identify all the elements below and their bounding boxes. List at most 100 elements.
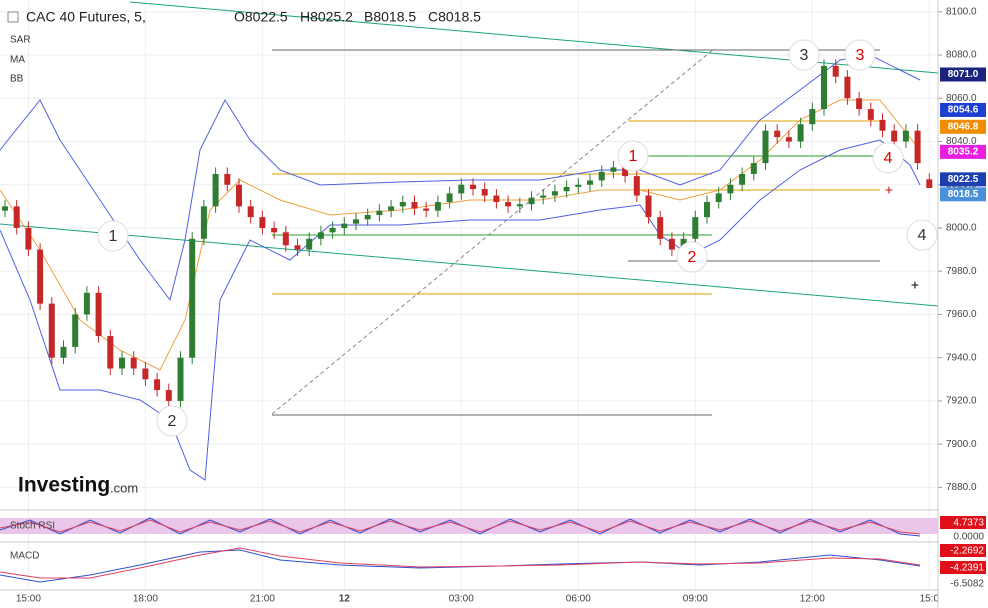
candle-body (762, 130, 769, 164)
wave-circle (156, 405, 188, 437)
panel-value: -2.2692 (950, 546, 984, 557)
candle-body (83, 292, 90, 315)
candle-body (294, 245, 301, 250)
candle-body (914, 130, 921, 164)
price-tag (940, 187, 986, 202)
fib-diagonal (271, 47, 716, 415)
panel-label: Stoch RSI (10, 521, 55, 532)
y-tick-label: 7920.0 (946, 396, 977, 407)
candle-body (224, 173, 231, 185)
candle-body (119, 357, 125, 369)
candle-body (844, 76, 851, 99)
price-tag (940, 119, 986, 134)
candle-body (622, 167, 629, 177)
candle-body (259, 217, 266, 228)
candle-body (785, 137, 792, 142)
candle-body (212, 173, 219, 207)
indicator-label[interactable]: MA (10, 55, 25, 66)
candle-body (528, 197, 535, 205)
wave-circle (676, 241, 708, 273)
panel-tag (940, 544, 986, 557)
candle-body (832, 65, 839, 77)
candle-body (95, 292, 102, 337)
price-tags: 8071.0 8054.6 8046.8 8035.2 8022.5 8018.5 (940, 67, 986, 202)
wave-circle (617, 140, 649, 172)
wave-label: 4 (918, 227, 927, 244)
candle-body (458, 184, 465, 194)
instrument-title: CAC 40 Futures, 5, (26, 9, 146, 25)
candle-body (388, 206, 395, 211)
candle-body (189, 238, 196, 358)
candle-body (306, 238, 313, 250)
price-tag-label: 8022.5 (948, 174, 979, 185)
y-tick-label: 7940.0 (946, 352, 977, 363)
candle-body (446, 193, 453, 203)
candles (2, 59, 933, 408)
candle-body (247, 206, 254, 218)
wave-label: 2 (168, 413, 177, 430)
candle-body (774, 130, 781, 138)
price-tag-label: 8035.2 (948, 147, 979, 158)
candle-body (926, 179, 933, 188)
stoch-signal (0, 519, 921, 535)
panel-tag (940, 561, 986, 574)
panel-value: -4.2391 (950, 563, 984, 574)
candle-body (434, 202, 441, 211)
candle-body (37, 249, 44, 304)
candle-body (797, 124, 804, 142)
y-tick-label: 7980.0 (946, 266, 977, 277)
wave-labels: 1 2 3 4 1 2 3 4 + + (97, 39, 938, 437)
y-tick-label: 8100.0 (946, 6, 977, 17)
macd-signal (0, 547, 921, 579)
x-tick-label: 12 (339, 594, 351, 605)
candle-body (481, 189, 488, 196)
panel-value: 4.7373 (953, 518, 984, 529)
candle-body (727, 184, 734, 194)
crosshair-mark: + (885, 182, 893, 198)
candle-body (271, 227, 278, 233)
wave-label: 3 (800, 47, 809, 64)
candle-body (715, 193, 722, 203)
panel-value: -6.5082 (950, 579, 984, 590)
collapse-icon[interactable] (7, 11, 19, 23)
candle-body (809, 109, 816, 125)
candle-body (60, 346, 67, 358)
candle-body (25, 227, 32, 250)
stoch-band (0, 518, 938, 534)
candle-body (902, 130, 909, 142)
price-tag-label: 8071.0 (948, 69, 979, 80)
ohlc-bid: B8018.5 (364, 9, 416, 25)
bollinger-lower (0, 139, 921, 481)
price-tag (940, 102, 986, 117)
candle-body (610, 167, 617, 172)
candle-body (692, 217, 699, 239)
x-tick-label: 18:00 (133, 594, 158, 605)
wave-circle (97, 220, 129, 252)
indicator-label[interactable]: BB (10, 74, 24, 85)
price-tag-label: 8018.5 (948, 189, 979, 200)
candle-body (704, 202, 710, 218)
candle-body (107, 336, 114, 369)
candle-body (236, 184, 242, 207)
candle-body (376, 210, 383, 216)
candle-body (879, 119, 886, 131)
candle-body (551, 191, 558, 196)
x-tick-label: 15:0 (920, 594, 940, 605)
ohlc-open: O8022.5 (234, 9, 288, 25)
wave-label: 4 (884, 150, 893, 167)
candle-body (130, 357, 137, 369)
candle-body (750, 163, 757, 174)
candle-body (633, 176, 640, 196)
wave-circle (844, 39, 876, 71)
candle-body (668, 238, 675, 250)
y-tick-label: 8000.0 (946, 223, 977, 234)
y-tick-label: 8080.0 (946, 50, 977, 61)
price-tag (940, 144, 986, 159)
price-tag-label: 8054.6 (948, 105, 979, 116)
panel-value: 0.0000 (953, 532, 984, 543)
candle-body (142, 368, 149, 380)
wave-circle (788, 39, 820, 71)
indicator-label[interactable]: SAR (10, 35, 31, 46)
